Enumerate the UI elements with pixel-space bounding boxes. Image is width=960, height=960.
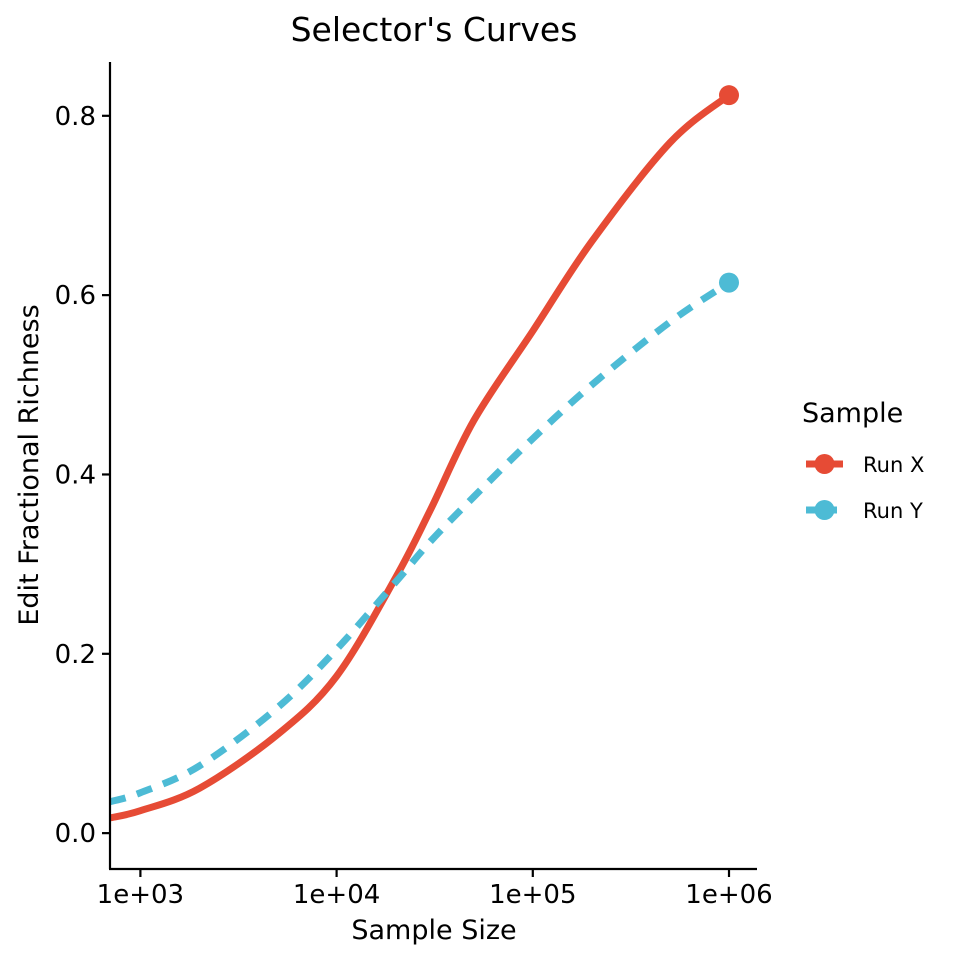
legend-title: Sample bbox=[802, 398, 903, 429]
plot-area: 0.0 0.2 0.4 0.6 0.8 1e+03 1e+04 1e+05 1e+06 bbox=[55, 62, 773, 910]
legend-items: Run X Run Y bbox=[806, 453, 924, 523]
y-axis-ticks: 0.0 0.2 0.4 0.6 0.8 bbox=[55, 102, 110, 849]
y-tick-label: 0.2 bbox=[55, 640, 96, 670]
legend-label: Run Y bbox=[863, 499, 923, 523]
series-end-point bbox=[719, 272, 739, 293]
series-line-run-x bbox=[109, 92, 732, 822]
x-tick-label: 1e+06 bbox=[685, 880, 772, 910]
y-tick-label: 0.4 bbox=[55, 460, 96, 490]
x-axis-title: Sample Size bbox=[351, 915, 516, 946]
legend-label: Run X bbox=[863, 453, 924, 477]
series-layer bbox=[109, 85, 739, 822]
y-tick-label: 0.6 bbox=[55, 281, 96, 311]
series-line-run-y bbox=[109, 279, 731, 806]
chart-title: Selector's Curves bbox=[291, 10, 578, 49]
x-axis-ticks: 1e+03 1e+04 1e+05 1e+06 bbox=[97, 869, 773, 910]
x-tick-label: 1e+03 bbox=[97, 880, 184, 910]
x-tick-label: 1e+04 bbox=[293, 880, 380, 910]
x-tick-label: 1e+05 bbox=[489, 880, 576, 910]
y-axis-title: Edit Fractional Richness bbox=[14, 304, 45, 625]
y-tick-label: 0.8 bbox=[55, 102, 96, 132]
legend-item: Run Y bbox=[806, 499, 923, 523]
legend: Sample Run X Run Y bbox=[802, 398, 924, 523]
y-tick-label: 0.0 bbox=[55, 819, 96, 849]
series-end-point bbox=[719, 85, 739, 106]
legend-item: Run X bbox=[806, 453, 924, 477]
legend-key-point bbox=[814, 500, 835, 520]
legend-key-point bbox=[814, 454, 835, 474]
